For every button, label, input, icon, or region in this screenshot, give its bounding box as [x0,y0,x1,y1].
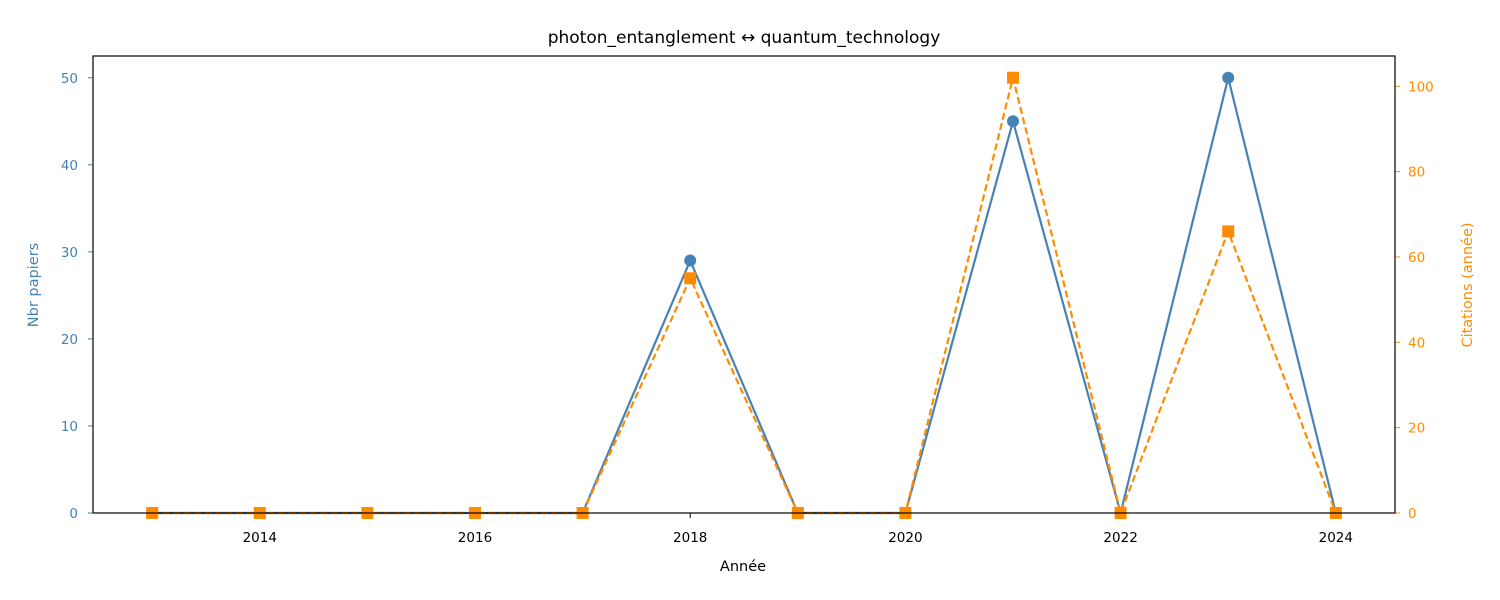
x-tick-label: 2022 [1103,530,1137,546]
left-y-tick-label: 0 [69,506,78,522]
x-tick-label: 2018 [673,530,707,546]
x-axis-ticks: 2014 2016 2018 2020 2022 2024 [243,513,1353,546]
citations-data-point [1007,71,1020,84]
citations-data-point [1222,225,1235,238]
x-tick-label: 2016 [458,530,492,546]
citations-series-line [152,76,1337,515]
left-y-tick-label: 50 [61,71,78,87]
right-y-tick-label: 80 [1408,165,1425,181]
right-y-axis-ticks: 0 20 40 60 80 100 [1395,79,1434,522]
right-y-axis-label: Citations (année) [1460,222,1476,347]
right-y-tick-label: 40 [1408,335,1425,351]
papers-data-point [1222,71,1235,84]
right-y-tick-label: 20 [1408,421,1425,437]
left-y-axis-ticks: 0 10 20 30 40 50 [61,71,93,522]
x-axis-label: Année [720,559,766,575]
left-y-tick-label: 30 [61,245,78,261]
citations-data-point [684,272,697,285]
x-tick-label: 2014 [243,530,277,546]
left-y-axis-label: Nbr papiers [26,243,42,327]
x-tick-label: 2024 [1319,530,1353,546]
right-y-tick-label: 0 [1408,506,1417,522]
papers-data-point [684,254,697,267]
plot-frame [92,55,1396,514]
left-y-tick-label: 10 [61,419,78,435]
right-y-tick-label: 100 [1408,79,1434,95]
x-tick-label: 2020 [888,530,922,546]
right-y-tick-label: 60 [1408,250,1425,266]
left-y-tick-label: 40 [61,158,78,174]
papers-data-point [1007,115,1020,128]
left-y-tick-label: 20 [61,332,78,348]
chart-title: photon_entanglement ↔ quantum_technology [548,28,941,48]
